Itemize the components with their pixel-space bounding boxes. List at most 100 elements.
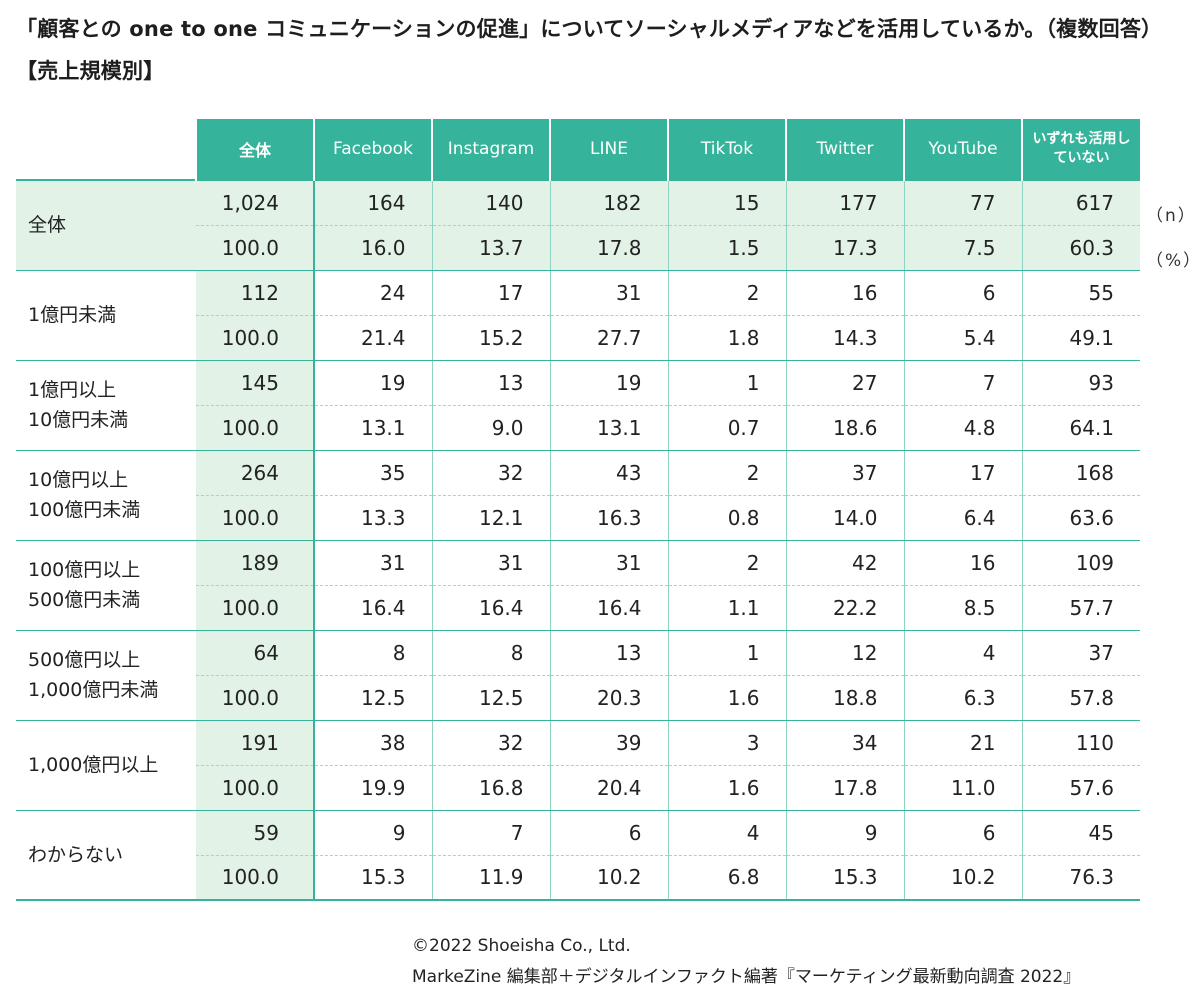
cell-count: 1,024 <box>196 179 314 226</box>
cell-count: 7 <box>903 360 1022 406</box>
cell-count: 64 <box>196 630 314 676</box>
table-body: 全体 1,024 164 140 182 15 177 77 617 100.0 16.0 13.7 1… <box>16 179 1140 901</box>
cell-count: 9 <box>785 810 904 856</box>
cell-count: 12 <box>785 630 904 676</box>
cell-count: 37 <box>1021 630 1140 676</box>
table-row: 100.0 19.9 16.8 20.4 1.6 17.8 11.0 57.6 <box>16 765 1140 811</box>
table-row: 100.0 21.4 15.2 27.7 1.8 14.3 5.4 49.1 <box>16 315 1140 361</box>
cell-percent: 57.6 <box>1021 765 1140 811</box>
table-row: 100.0 15.3 11.9 10.2 6.8 15.3 10.2 76.3 <box>16 855 1140 901</box>
cell-count: 31 <box>549 540 668 586</box>
cell-percent: 16.8 <box>431 765 550 811</box>
cell-count: 164 <box>313 179 432 226</box>
table-row: 100.0 13.1 9.0 13.1 0.7 18.6 4.8 64.1 <box>16 405 1140 451</box>
cell-count: 264 <box>196 450 314 496</box>
cell-percent: 14.3 <box>785 315 904 361</box>
column-header: TikTok <box>667 119 786 180</box>
cell-count: 15 <box>667 179 786 226</box>
cell-percent: 0.7 <box>667 405 786 451</box>
source-text: MarkeZine 編集部＋デジタルインファクト編著『マーケティング最新動向調査… <box>412 967 1081 987</box>
cell-percent: 13.1 <box>313 405 432 451</box>
column-header: Twitter <box>785 119 904 180</box>
cell-count: 37 <box>785 450 904 496</box>
chart-title: 「顧客との one to one コミュニケーションの促進」についてソーシャルメ… <box>16 17 1163 83</box>
cell-percent: 11.9 <box>431 855 550 901</box>
cell-count: 2 <box>667 450 786 496</box>
cell-count: 31 <box>431 540 550 586</box>
cell-percent: 5.4 <box>903 315 1022 361</box>
cell-percent: 13.1 <box>549 405 668 451</box>
cell-count: 189 <box>196 540 314 586</box>
table-row: 500億円以上 1,000億円未満 64 8 8 13 1 12 4 37 <box>16 630 1140 721</box>
cell-percent: 16.0 <box>313 225 432 271</box>
cell-percent: 76.3 <box>1021 855 1140 901</box>
cell-percent: 63.6 <box>1021 495 1140 541</box>
cell-percent: 12.5 <box>313 675 432 721</box>
cell-count: 59 <box>196 810 314 856</box>
cell-count: 109 <box>1021 540 1140 586</box>
cell-percent: 100.0 <box>196 855 314 901</box>
table-row: わからない 59 9 7 6 4 9 6 45 <box>16 810 1140 901</box>
cell-count: 1 <box>667 360 786 406</box>
cell-count: 140 <box>431 179 550 226</box>
table-row: 100.0 12.5 12.5 20.3 1.6 18.8 6.3 57.8 <box>16 675 1140 721</box>
row-label: 500億円以上 1,000億円未満 <box>16 630 196 721</box>
cell-percent: 10.2 <box>549 855 668 901</box>
cell-count: 19 <box>313 360 432 406</box>
column-header: 全体 <box>195 119 314 180</box>
cell-percent: 7.5 <box>903 225 1022 271</box>
row-label: 全体 <box>16 179 196 271</box>
cell-count: 8 <box>313 630 432 676</box>
cell-percent: 100.0 <box>196 405 314 451</box>
cell-percent: 100.0 <box>196 585 314 631</box>
table-row: 100億円以上 500億円未満 189 31 31 31 2 42 16 109 <box>16 540 1140 631</box>
header-row: 全体 Facebook Instagram LINE TikTok Twitter YouT… <box>16 119 1140 180</box>
cell-count: 112 <box>196 270 314 316</box>
cell-percent: 100.0 <box>196 675 314 721</box>
cell-count: 32 <box>431 450 550 496</box>
cell-count: 2 <box>667 540 786 586</box>
cell-percent: 57.7 <box>1021 585 1140 631</box>
cell-count: 42 <box>785 540 904 586</box>
cell-count: 43 <box>549 450 668 496</box>
cell-percent: 16.4 <box>431 585 550 631</box>
cell-count: 55 <box>1021 270 1140 316</box>
cell-count: 145 <box>196 360 314 406</box>
cell-count: 17 <box>903 450 1022 496</box>
cell-percent: 15.3 <box>313 855 432 901</box>
cell-percent: 20.3 <box>549 675 668 721</box>
cell-count: 24 <box>313 270 432 316</box>
copyright-text: ©2022 Shoeisha Co., Ltd. <box>412 936 631 956</box>
cell-count: 617 <box>1021 179 1140 226</box>
cell-count: 182 <box>549 179 668 226</box>
cell-count: 77 <box>903 179 1022 226</box>
cell-percent: 100.0 <box>196 765 314 811</box>
cell-percent: 22.2 <box>785 585 904 631</box>
cell-count: 19 <box>549 360 668 406</box>
cell-percent: 16.4 <box>313 585 432 631</box>
cell-percent: 14.0 <box>785 495 904 541</box>
cell-count: 2 <box>667 270 786 316</box>
row-label: 100億円以上 500億円未満 <box>16 540 196 631</box>
cell-percent: 18.6 <box>785 405 904 451</box>
cell-percent: 100.0 <box>196 315 314 361</box>
cell-percent: 21.4 <box>313 315 432 361</box>
table-row: 1億円以上 10億円未満 145 19 13 19 1 27 7 93 <box>16 360 1140 451</box>
row-label: わからない <box>16 810 196 901</box>
cell-count: 16 <box>785 270 904 316</box>
row-label: 1億円以上 10億円未満 <box>16 360 196 451</box>
table-row: 100.0 16.4 16.4 16.4 1.1 22.2 8.5 57.7 <box>16 585 1140 631</box>
cell-count: 17 <box>431 270 550 316</box>
cell-percent: 15.2 <box>431 315 550 361</box>
cell-percent: 10.2 <box>903 855 1022 901</box>
cell-count: 1 <box>667 630 786 676</box>
column-header: Instagram <box>431 119 550 180</box>
data-table: 全体 Facebook Instagram LINE TikTok Twitter YouT… <box>16 119 1140 901</box>
cell-percent: 16.4 <box>549 585 668 631</box>
cell-count: 27 <box>785 360 904 406</box>
cell-count: 93 <box>1021 360 1140 406</box>
cell-count: 21 <box>903 720 1022 766</box>
cell-percent: 60.3 <box>1021 225 1140 271</box>
column-header: いずれも活用していない <box>1021 119 1140 180</box>
cell-percent: 27.7 <box>549 315 668 361</box>
